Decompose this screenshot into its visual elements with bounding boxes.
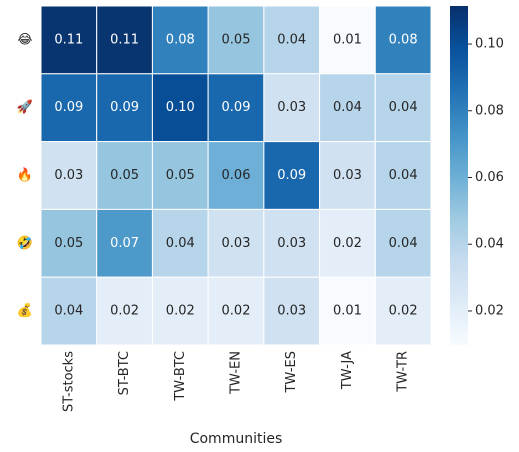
- cell-label: 0.01: [333, 32, 362, 47]
- y-tick-label: 🤣: [16, 235, 33, 251]
- heatmap-cell: [96, 208, 153, 278]
- heatmap-cell: [319, 208, 376, 278]
- colorbar-tick-label: 0.04: [475, 237, 504, 252]
- heatmap-cell: [319, 276, 376, 346]
- colorbar-tick-label: 0.08: [475, 103, 504, 118]
- cell-label: 0.04: [166, 236, 195, 251]
- x-tick-label: TW-TR: [396, 351, 411, 393]
- cell-label: 0.07: [110, 236, 139, 251]
- colorbar: [450, 6, 468, 345]
- heatmap-cell: [40, 276, 98, 346]
- cell-label: 0.06: [222, 168, 251, 183]
- cell-label: 0.04: [389, 168, 418, 183]
- heatmap-cell: [319, 5, 376, 75]
- cell-label: 0.09: [277, 168, 306, 183]
- y-tick-label: 💰: [17, 303, 33, 319]
- heatmap-cell: [374, 141, 432, 210]
- cell-label: 0.03: [54, 168, 83, 183]
- heatmap-cell: [96, 5, 153, 75]
- cell-label: 0.09: [222, 100, 251, 115]
- cell-label: 0.02: [110, 304, 139, 319]
- cell-label: 0.03: [277, 236, 306, 251]
- cell-label: 0.04: [54, 304, 83, 319]
- cell-label: 0.08: [166, 32, 195, 47]
- cell-label: 0.09: [110, 100, 139, 115]
- cell-label: 0.04: [389, 236, 418, 251]
- cell-label: 0.04: [277, 32, 306, 47]
- heatmap-cell: [263, 141, 321, 210]
- cell-label: 0.05: [166, 168, 195, 183]
- cell-label: 0.11: [54, 32, 83, 47]
- y-tick-label: 🔥: [17, 167, 33, 183]
- colorbar-tick-label: 0.10: [475, 37, 504, 52]
- cell-label: 0.04: [333, 100, 362, 115]
- cell-label: 0.03: [333, 168, 362, 183]
- cell-label: 0.04: [389, 100, 418, 115]
- x-tick-label: TW-JA: [340, 351, 355, 390]
- heatmap-cell: [263, 73, 321, 143]
- cell-label: 0.01: [333, 304, 362, 319]
- x-axis-label: Communities: [190, 431, 283, 447]
- heatmap-cell: [151, 276, 209, 346]
- cell-label: 0.03: [277, 100, 306, 115]
- heatmap-cell: [151, 73, 209, 143]
- colorbar-tick-label: 0.06: [475, 170, 504, 185]
- x-tick-label: TW-ES: [284, 351, 299, 393]
- x-tick-label: TW-EN: [229, 351, 244, 395]
- x-tick-label: ST-BTC: [117, 351, 132, 395]
- heatmap-cell: [40, 208, 98, 278]
- cell-label: 0.09: [54, 100, 83, 115]
- cell-label: 0.02: [166, 304, 195, 319]
- heatmap-cell: [374, 208, 432, 278]
- y-tick-label: 🚀: [17, 99, 33, 115]
- cell-label: 0.10: [166, 100, 195, 115]
- cell-label: 0.02: [389, 304, 418, 319]
- heatmap-cell: [40, 73, 98, 143]
- cell-label: 0.11: [110, 32, 139, 47]
- heatmap-cell: [151, 141, 209, 210]
- heatmap-cell: [319, 141, 376, 210]
- cell-label: 0.03: [222, 236, 251, 251]
- colorbar-tick-label: 0.02: [475, 303, 504, 318]
- cell-label: 0.05: [222, 32, 251, 47]
- y-tick-label: 😂: [17, 32, 32, 47]
- heatmap-cell: [374, 73, 432, 143]
- heatmap-cell: [40, 5, 98, 75]
- cell-label: 0.05: [110, 168, 139, 183]
- x-tick-label: ST-stocks: [61, 351, 76, 412]
- heatmap-cell: [374, 276, 432, 346]
- cell-label: 0.05: [54, 236, 83, 251]
- heatmap-cell: [96, 141, 153, 210]
- cell-label: 0.02: [222, 304, 251, 319]
- heatmap-cell: [207, 208, 265, 278]
- x-tick-label: TW-BTC: [173, 351, 188, 402]
- cell-label: 0.03: [277, 304, 306, 319]
- heatmap-cell: [151, 5, 209, 75]
- heatmap-cell: [207, 141, 265, 210]
- cell-label: 0.08: [389, 32, 418, 47]
- cell-label: 0.02: [333, 236, 362, 251]
